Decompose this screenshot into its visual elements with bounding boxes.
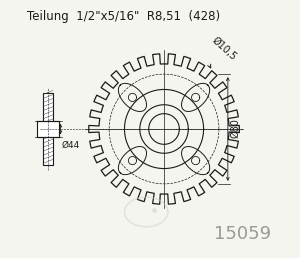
- Text: Ø10,5: Ø10,5: [209, 36, 238, 63]
- Text: Ø44: Ø44: [62, 141, 80, 150]
- Text: Ø80: Ø80: [230, 118, 240, 138]
- Text: 15059: 15059: [214, 224, 271, 243]
- Polygon shape: [43, 93, 53, 165]
- Text: Teilung  1/2"x5/16"  R8,51  (428): Teilung 1/2"x5/16" R8,51 (428): [28, 10, 220, 23]
- Polygon shape: [37, 121, 59, 137]
